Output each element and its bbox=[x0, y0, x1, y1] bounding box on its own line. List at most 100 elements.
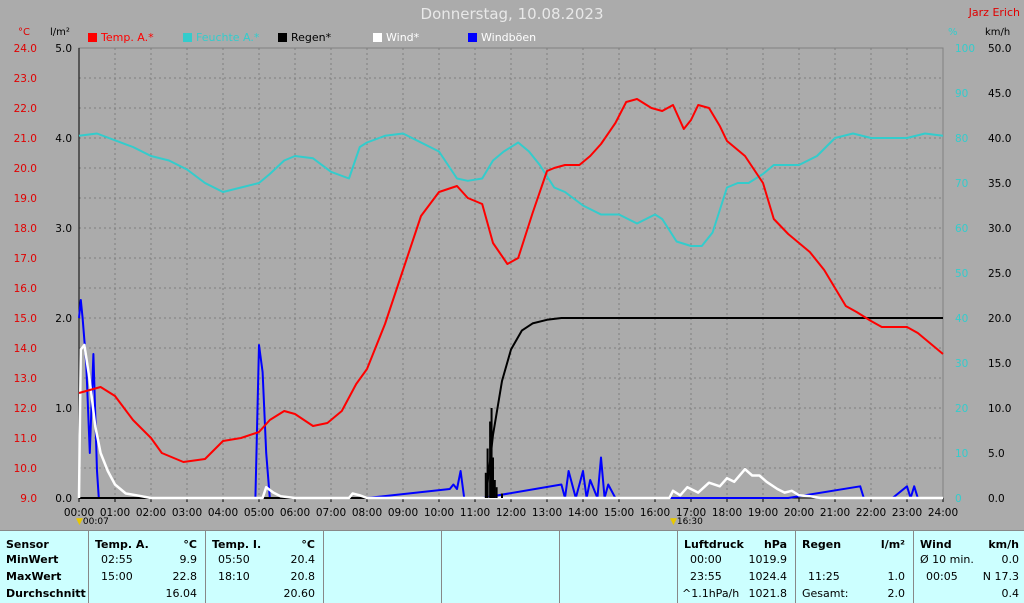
humidity-tick-label: 30 bbox=[955, 358, 968, 370]
temp-tick-label: 16.0 bbox=[14, 283, 37, 295]
rain-tick-label: 5.0 bbox=[55, 43, 72, 55]
x-tick-label: 00:00 bbox=[64, 507, 94, 519]
x-tick-label: 07:00 bbox=[316, 507, 346, 519]
wind-tick-label: 0.0 bbox=[988, 493, 1005, 505]
stats-table: Sensor MinWert MaxWert Durchschnitt Temp… bbox=[0, 530, 1024, 603]
marker-triangle-icon: ▼ bbox=[670, 517, 677, 527]
humidity-tick-label: 90 bbox=[955, 88, 968, 100]
humidity-tick-label: 0 bbox=[955, 493, 962, 505]
humidity-tick-label: 100 bbox=[955, 43, 975, 55]
wind-tick-label: 10.0 bbox=[988, 403, 1011, 415]
rain-bar bbox=[493, 480, 496, 498]
rain-bar bbox=[495, 487, 498, 498]
col-rain: Regen l/m² 11:25 1.0 Gesamt: 2.0 bbox=[796, 531, 914, 603]
x-tick-label: 23:00 bbox=[892, 507, 922, 519]
wind-line bbox=[77, 343, 943, 500]
x-tick-label: 08:00 bbox=[352, 507, 382, 519]
humidity-tick-label: 70 bbox=[955, 178, 968, 190]
x-tick-label: 16:00 bbox=[640, 507, 670, 519]
legend-gusts: Windböen bbox=[468, 30, 536, 44]
temp-line bbox=[78, 98, 944, 463]
rain-tick-label: 2.0 bbox=[55, 313, 72, 325]
unit-humidity: % bbox=[948, 27, 958, 38]
humidity-tick-label: 80 bbox=[955, 133, 968, 145]
x-tick-label: 13:00 bbox=[532, 507, 562, 519]
legend-temp: Temp. A.* bbox=[88, 30, 154, 44]
rain-bar bbox=[492, 457, 494, 498]
x-tick-label: 15:00 bbox=[604, 507, 634, 519]
rain-bar bbox=[501, 493, 503, 498]
marker-triangle-icon: ▼ bbox=[76, 517, 83, 527]
wind-tick-label: 25.0 bbox=[988, 268, 1011, 280]
marker-right: ▼16:30 bbox=[670, 517, 703, 527]
unit-temp: °C bbox=[18, 27, 30, 38]
col-pressure: Luftdruck hPa 00:00 1019.9 23:55 1024.4 ^1.… bbox=[678, 531, 796, 603]
x-tick-label: 06:00 bbox=[280, 507, 310, 519]
wind-tick-label: 50.0 bbox=[988, 43, 1011, 55]
temp-tick-label: 15.0 bbox=[14, 313, 37, 325]
x-tick-label: 10:00 bbox=[424, 507, 454, 519]
temp-tick-label: 11.0 bbox=[14, 433, 37, 445]
rain-tick-label: 1.0 bbox=[55, 403, 72, 415]
chart-area: 00:00 01:00 02:00 03:00 04:00 05:00 06:00 07:00… bbox=[0, 0, 1024, 530]
x-tick-label: 17:00 bbox=[676, 507, 706, 519]
x-tick-label: 18:00 bbox=[712, 507, 742, 519]
rain-bar bbox=[486, 448, 489, 498]
temp-tick-label: 23.0 bbox=[14, 73, 37, 85]
legend-humidity: Feuchte A.* bbox=[183, 30, 259, 44]
temp-tick-label: 17.0 bbox=[14, 253, 37, 265]
x-tick-label: 20:00 bbox=[784, 507, 814, 519]
col-wind: Wind km/h Ø 10 min. 0.0 00:05 N 17.3 0.4 bbox=[920, 538, 1019, 600]
humidity-tick-label: 50 bbox=[955, 268, 968, 280]
humidity-tick-label: 20 bbox=[955, 403, 968, 415]
unit-wind: km/h bbox=[985, 27, 1011, 38]
temp-tick-label: 18.0 bbox=[14, 223, 37, 235]
temp-tick-label: 19.0 bbox=[14, 193, 37, 205]
temp-tick-label: 24.0 bbox=[14, 43, 37, 55]
rain-tick-label: 0.0 bbox=[55, 493, 72, 505]
temp-tick-label: 21.0 bbox=[14, 133, 37, 145]
wind-tick-label: 15.0 bbox=[988, 358, 1011, 370]
legend-wind: Wind* bbox=[373, 30, 419, 44]
col-temp-a: Temp. A. °C 02:55 9.9 15:00 22.8 16.04 bbox=[89, 531, 206, 603]
x-tick-label: 02:00 bbox=[136, 507, 166, 519]
unit-rain: l/m² bbox=[50, 27, 70, 38]
humidity-tick-label: 60 bbox=[955, 223, 968, 235]
x-tick-label: 09:00 bbox=[388, 507, 418, 519]
x-tick-label: 05:00 bbox=[244, 507, 274, 519]
col-empty-2 bbox=[442, 531, 560, 603]
temp-tick-label: 12.0 bbox=[14, 403, 37, 415]
x-tick-label: 19:00 bbox=[748, 507, 778, 519]
humidity-line bbox=[78, 132, 944, 247]
col-sensor: Sensor MinWert MaxWert Durchschnitt bbox=[0, 531, 89, 603]
legend-rain: Regen* bbox=[278, 30, 331, 44]
wind-tick-label: 40.0 bbox=[988, 133, 1011, 145]
rain-bar bbox=[490, 408, 493, 498]
wind-tick-label: 30.0 bbox=[988, 223, 1011, 235]
x-tick-label: 14:00 bbox=[568, 507, 598, 519]
x-tick-label: 12:00 bbox=[496, 507, 526, 519]
x-tick-label: 03:00 bbox=[172, 507, 202, 519]
rain-tick-label: 4.0 bbox=[55, 133, 72, 145]
col-temp-i: Temp. I. °C 05:50 20.4 18:10 20.8 20.60 bbox=[206, 531, 324, 603]
x-tick-label: 22:00 bbox=[856, 507, 886, 519]
temp-tick-label: 9.0 bbox=[20, 493, 37, 505]
x-tick-label: 01:00 bbox=[100, 507, 130, 519]
marker-left: ▼00:07 bbox=[76, 517, 109, 527]
wind-tick-label: 5.0 bbox=[988, 448, 1005, 460]
chart-title: Donnerstag, 10.08.2023 bbox=[420, 5, 604, 23]
x-tick-label: 04:00 bbox=[208, 507, 238, 519]
temp-tick-label: 20.0 bbox=[14, 163, 37, 175]
weather-chart: 00:00 01:00 02:00 03:00 04:00 05:00 06:00 07:00… bbox=[14, 43, 1012, 519]
wind-tick-label: 20.0 bbox=[988, 313, 1011, 325]
author-label: Jarz Erich bbox=[968, 6, 1020, 19]
rain-tick-label: 3.0 bbox=[55, 223, 72, 235]
wind-tick-label: 35.0 bbox=[988, 178, 1011, 190]
humidity-tick-label: 10 bbox=[955, 448, 968, 460]
humidity-tick-label: 40 bbox=[955, 313, 968, 325]
x-tick-label: 21:00 bbox=[820, 507, 850, 519]
temp-tick-label: 22.0 bbox=[14, 103, 37, 115]
temp-tick-label: 13.0 bbox=[14, 373, 37, 385]
temp-tick-label: 14.0 bbox=[14, 343, 37, 355]
x-tick-label: 11:00 bbox=[460, 507, 490, 519]
